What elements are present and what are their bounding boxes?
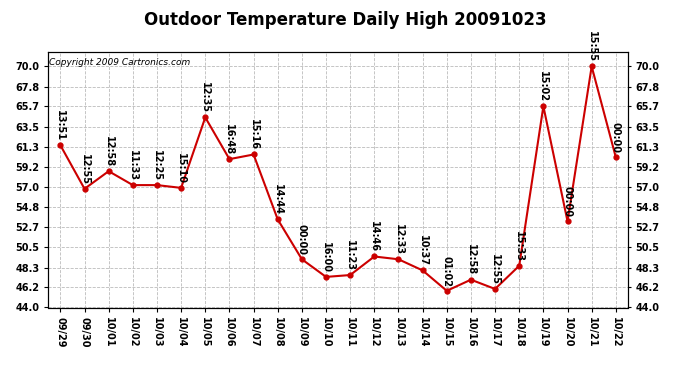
Text: 12:33: 12:33 (393, 224, 404, 255)
Text: 16:00: 16:00 (321, 242, 331, 273)
Text: 14:44: 14:44 (273, 184, 283, 215)
Text: 11:23: 11:23 (345, 240, 355, 271)
Text: 12:55: 12:55 (79, 154, 90, 184)
Text: 15:55: 15:55 (586, 31, 597, 62)
Text: 00:00: 00:00 (562, 186, 573, 217)
Text: 10:37: 10:37 (417, 235, 428, 266)
Text: 12:55: 12:55 (490, 254, 500, 285)
Text: 12:58: 12:58 (466, 244, 476, 276)
Text: 12:58: 12:58 (104, 136, 114, 167)
Text: 11:33: 11:33 (128, 150, 138, 181)
Text: 00:00: 00:00 (297, 224, 307, 255)
Text: 16:48: 16:48 (224, 124, 235, 155)
Text: 15:33: 15:33 (514, 231, 524, 262)
Text: 13:51: 13:51 (55, 110, 66, 141)
Text: 12:35: 12:35 (200, 82, 210, 113)
Text: 12:25: 12:25 (152, 150, 162, 181)
Text: 00:00: 00:00 (611, 122, 621, 153)
Text: 15:10: 15:10 (176, 153, 186, 184)
Text: 14:46: 14:46 (369, 221, 380, 252)
Text: 01:02: 01:02 (442, 256, 452, 286)
Text: Outdoor Temperature Daily High 20091023: Outdoor Temperature Daily High 20091023 (144, 11, 546, 29)
Text: Copyright 2009 Cartronics.com: Copyright 2009 Cartronics.com (49, 58, 190, 67)
Text: 15:16: 15:16 (248, 119, 259, 150)
Text: 15:02: 15:02 (538, 71, 549, 102)
